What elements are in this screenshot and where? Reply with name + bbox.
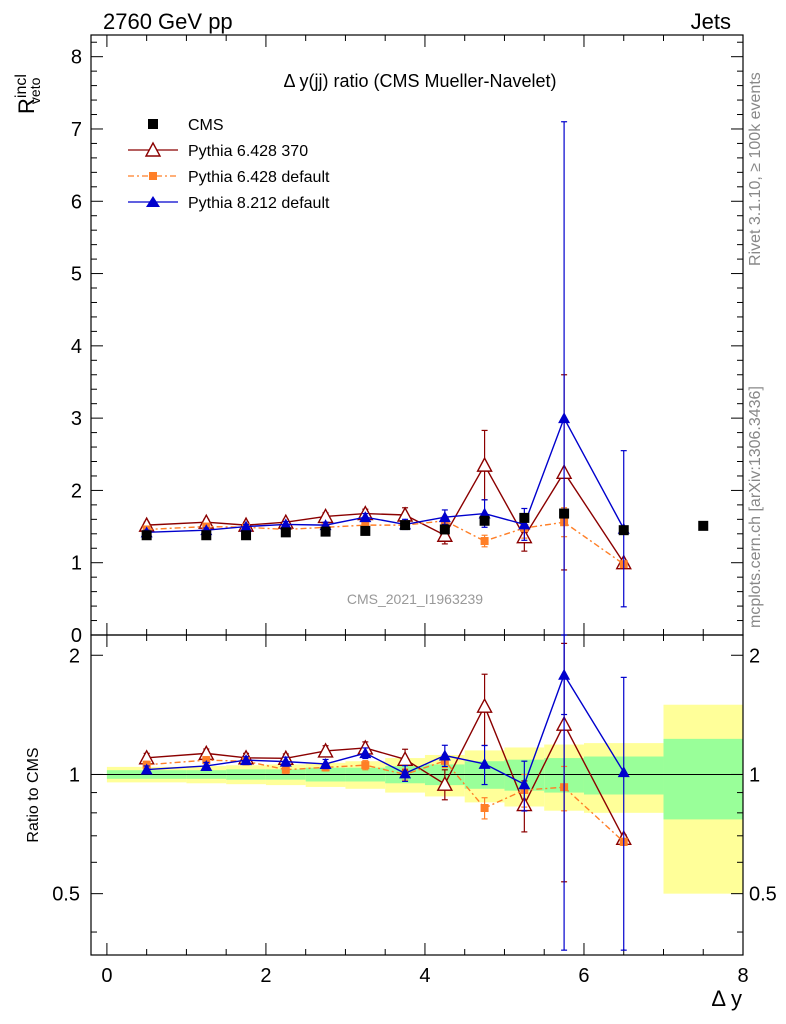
legend-label-p6-default: Pythia 6.428 default xyxy=(188,169,330,186)
header-right: Jets xyxy=(691,9,731,34)
ratio-point-2 xyxy=(140,763,153,775)
data-point-cms xyxy=(201,530,212,541)
ratio-point-2 xyxy=(279,755,292,767)
data-point-cms xyxy=(400,520,411,531)
data-point-cms xyxy=(519,512,530,523)
series-point-2 xyxy=(279,518,292,530)
legend-label-p6-370: Pythia 6.428 370 xyxy=(188,143,308,160)
data-point-cms xyxy=(141,530,152,541)
legend-item-p6-default: Pythia 6.428 default xyxy=(128,169,330,186)
series-line-0 xyxy=(146,463,625,564)
series-point-2 xyxy=(438,511,451,523)
data-point-cms xyxy=(559,508,570,519)
ratio-point-0 xyxy=(436,775,454,791)
ratio-point-2 xyxy=(558,668,571,680)
header-left: 2760 GeV pp xyxy=(103,9,233,34)
y-tick-label-main: 3 xyxy=(71,408,82,430)
y-tick-label-main: 8 xyxy=(71,47,82,69)
y-axis-label-main: Rinclveto xyxy=(13,74,43,114)
y-tick-label-ratio-right: 2 xyxy=(749,645,760,667)
y-tick-label-main: 7 xyxy=(71,119,82,141)
series-point-2 xyxy=(558,412,571,424)
series-line-1 xyxy=(146,520,625,565)
ratio-point-2 xyxy=(518,778,531,790)
analysis-id: CMS_2021_I1963239 xyxy=(347,591,483,607)
ratio-point-2 xyxy=(478,757,491,769)
series-point-1 xyxy=(480,537,489,546)
y-tick-label-main: 5 xyxy=(71,264,82,286)
legend-marker-cms xyxy=(148,119,158,129)
data-point-cms xyxy=(698,520,709,531)
legend-marker-p6-default xyxy=(149,172,157,180)
y-tick-label-ratio: 1 xyxy=(69,764,80,786)
series-point-1 xyxy=(361,521,370,530)
y-label-sub: veto xyxy=(27,77,43,104)
y-tick-label-main: 2 xyxy=(71,480,82,502)
y-tick-label-main: 0 xyxy=(71,625,82,647)
data-point-cms xyxy=(479,515,490,526)
data-point-cms xyxy=(618,525,629,536)
chart-title: Δ y(jj) ratio (CMS Mueller-Navelet) xyxy=(283,71,556,91)
y-tick-label-main: 4 xyxy=(71,336,82,358)
data-point-cms xyxy=(360,525,371,536)
ratio-point-1 xyxy=(281,765,290,774)
legend-label-cms: CMS xyxy=(188,117,224,134)
svg-text:Rinclveto: Rinclveto xyxy=(13,74,43,114)
rivet-label: Rivet 3.1.10, ≥ 100k events xyxy=(747,72,764,266)
ratio-point-0 xyxy=(317,742,334,758)
ratio-point-2 xyxy=(200,759,213,771)
y-tick-label-main: 1 xyxy=(71,553,82,575)
ratio-point-2 xyxy=(240,754,253,766)
series-point-2 xyxy=(359,511,372,523)
x-tick-label: 4 xyxy=(419,965,430,987)
x-axis-label: Δ y xyxy=(711,986,742,1011)
x-tick-label: 8 xyxy=(737,965,748,987)
series-point-2 xyxy=(518,518,531,530)
series-line-2 xyxy=(146,416,625,534)
ratio-line-0 xyxy=(146,704,625,839)
legend-label-p8-default: Pythia 8.212 default xyxy=(188,195,330,212)
ratio-point-2 xyxy=(399,767,412,779)
data-point-cms xyxy=(439,524,450,535)
data-point-cms xyxy=(241,530,252,541)
legend-marker-p8-default xyxy=(146,196,160,207)
ratio-point-2 xyxy=(438,749,451,761)
y-label-base: R xyxy=(14,98,39,114)
series-point-0 xyxy=(436,526,454,542)
x-tick-label: 0 xyxy=(101,965,112,987)
data-point-cms xyxy=(320,526,331,537)
ratio-point-1 xyxy=(361,761,370,770)
ratio-point-2 xyxy=(359,747,372,759)
y-tick-label-main: 6 xyxy=(71,191,82,213)
ratio-line-2 xyxy=(146,673,625,786)
ratio-point-1 xyxy=(480,804,489,813)
ratio-point-0 xyxy=(476,697,493,713)
legend-marker-p6-370 xyxy=(144,141,162,157)
ratio-point-2 xyxy=(319,757,332,769)
data-point-cms xyxy=(280,527,291,538)
y-tick-label-ratio: 2 xyxy=(69,645,80,667)
mcplots-label: mcplots.cern.ch [arXiv:1306.3436] xyxy=(747,386,764,628)
y-tick-label-ratio-right: 0.5 xyxy=(749,884,777,906)
series-point-0 xyxy=(476,456,493,472)
ratio-panel: 0 2 4 6 8 0.5 0.5 1 1 2 2 xyxy=(52,634,777,987)
legend-item-cms: CMS xyxy=(148,117,224,134)
legend: CMS Pythia 6.428 370 Pythia 6.428 defaul… xyxy=(128,117,330,212)
ratio-point-2 xyxy=(617,766,630,778)
ratio-frame xyxy=(90,634,744,956)
series-point-2 xyxy=(240,520,253,532)
x-tick-label: 2 xyxy=(260,965,271,987)
y-tick-label-ratio: 0.5 xyxy=(52,884,80,906)
y-tick-label-ratio-right: 1 xyxy=(749,764,760,786)
ratio-band-inner xyxy=(663,738,743,820)
y-axis-label-ratio: Ratio to CMS xyxy=(25,747,42,842)
y-label-sup: incl xyxy=(13,74,30,98)
x-tick-label: 6 xyxy=(578,965,589,987)
legend-item-p6-370: Pythia 6.428 370 xyxy=(128,141,308,160)
legend-item-p8-default: Pythia 8.212 default xyxy=(128,195,330,212)
main-panel: 0 1 2 3 4 5 6 7 8 xyxy=(71,34,744,955)
ratio-line-1 xyxy=(146,759,625,843)
